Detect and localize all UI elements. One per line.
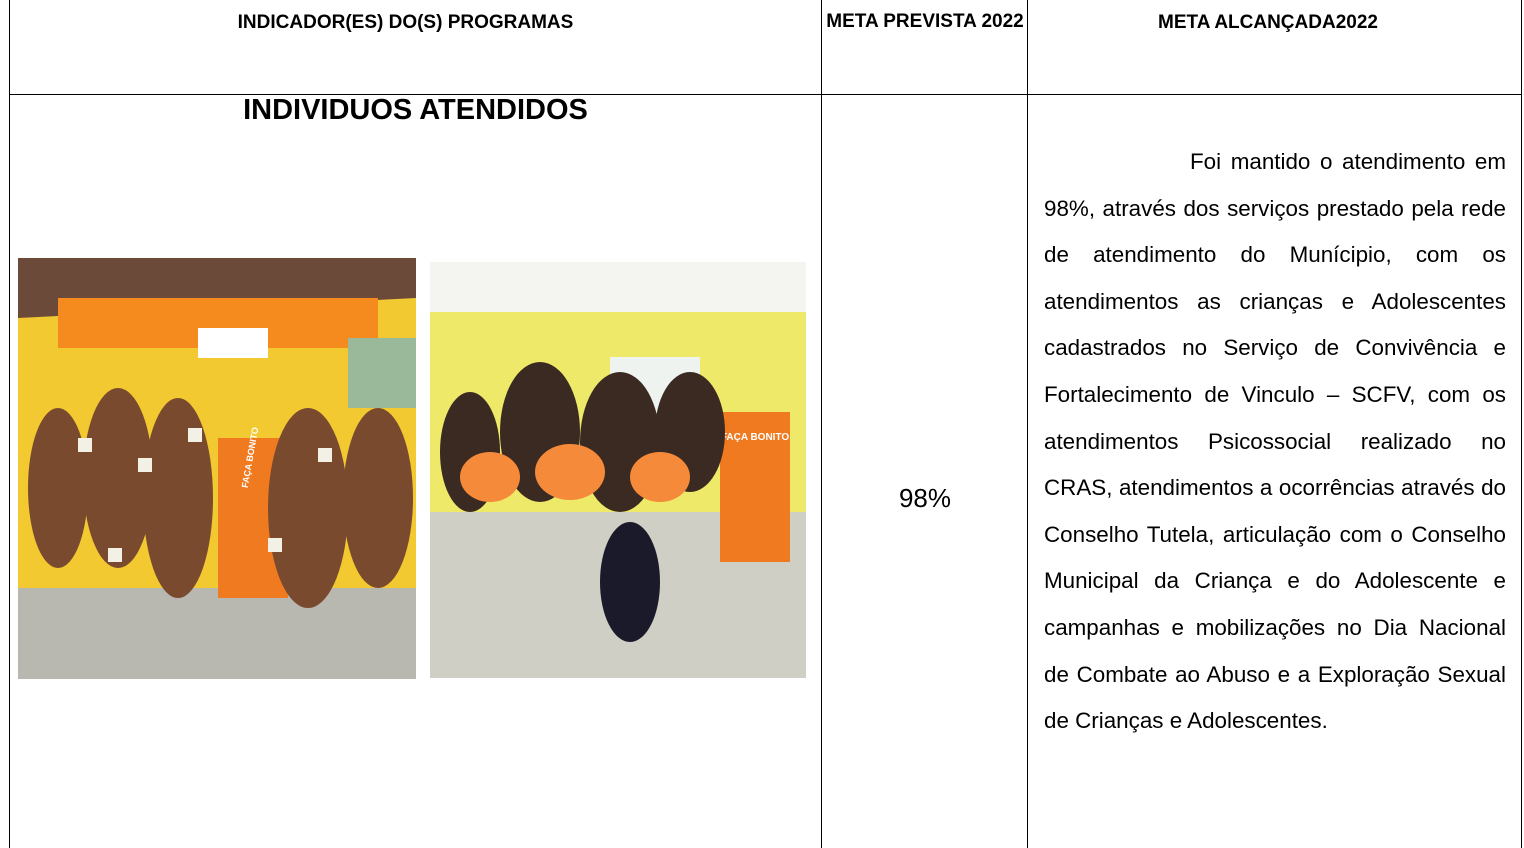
header-meta-alcancada: META ALCANÇADA2022 bbox=[1028, 12, 1508, 34]
border bbox=[1521, 0, 1522, 848]
photo: FAÇA BONITO bbox=[18, 258, 416, 679]
border bbox=[9, 0, 10, 848]
border bbox=[821, 0, 822, 848]
header-indicator: INDICADOR(ES) DO(S) PROGRAMAS bbox=[9, 12, 802, 34]
photo: FAÇA BONITO bbox=[430, 262, 806, 678]
meta-prevista-value: 98% bbox=[822, 483, 1028, 514]
row-title: INDIVIDUOS ATENDIDOS bbox=[9, 94, 822, 127]
page: INDICADOR(ES) DO(S) PROGRAMAS META PREVI… bbox=[0, 0, 1524, 848]
sign-text: FAÇA BONITO bbox=[721, 432, 790, 443]
meta-alcancada-text: Foi mantido o atendimento em 98%, atravé… bbox=[1044, 139, 1506, 745]
border bbox=[1027, 0, 1028, 848]
header-meta-prevista: META PREVISTA 2022 bbox=[822, 0, 1028, 44]
